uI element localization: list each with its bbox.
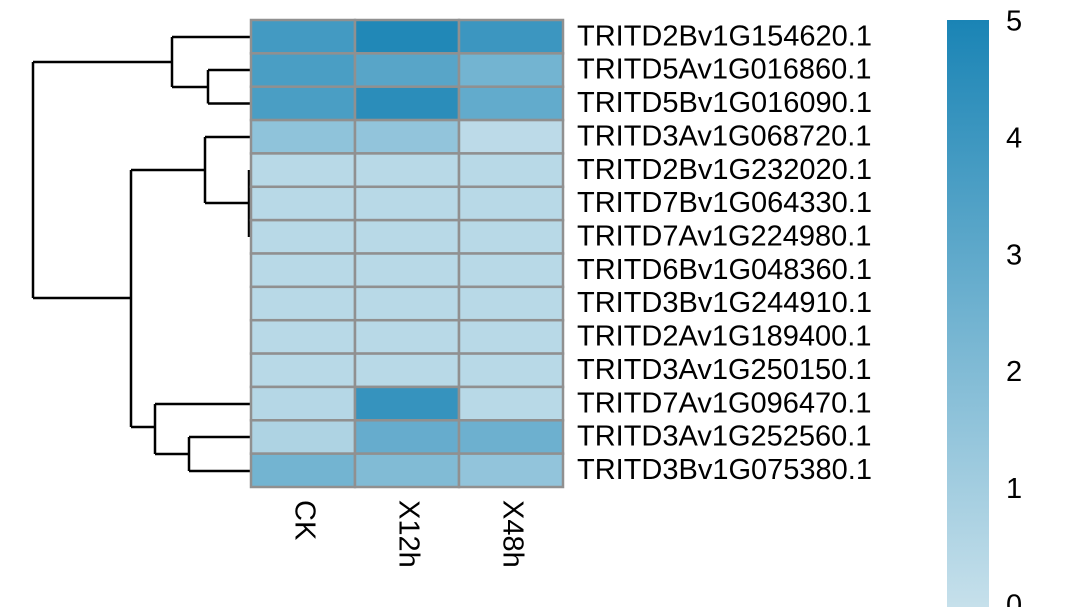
row-label: TRITD3Av1G252560.1 [577,421,871,453]
row-label: TRITD3Bv1G244910.1 [577,287,872,319]
heatmap-cell [249,318,357,355]
heatmap-cell [249,352,357,389]
colorbar-tick-label: 3 [1006,239,1022,271]
colorbar-tick-label: 5 [1006,6,1022,38]
row-label: TRITD2Av1G189400.1 [577,321,871,353]
column-label: X12h [392,500,424,568]
heatmap-cell [353,18,461,55]
colorbar [947,20,989,607]
row-label: TRITD3Av1G250150.1 [577,354,871,386]
heatmap-cell [249,185,357,222]
row-label: TRITD3Bv1G075380.1 [577,454,872,486]
heatmap-cell [353,118,461,155]
heatmap-cell [353,252,461,289]
heatmap-cell [249,452,357,489]
heatmap-cell [457,285,565,322]
heatmap-cell [457,352,565,389]
row-label: TRITD3Av1G068720.1 [577,120,871,152]
dendrogram [31,35,251,473]
heatmap-cell [353,385,461,422]
colorbar-tick-label: 2 [1006,356,1022,388]
heatmap-cell [457,18,565,55]
heatmap-cell [457,218,565,255]
row-label: TRITD6Bv1G048360.1 [577,254,872,286]
heatmap-cell [249,18,357,55]
heatmap-cell [353,85,461,122]
row-label: TRITD2Bv1G232020.1 [577,154,872,186]
heatmap-cell [457,152,565,189]
heatmap-cell [249,285,357,322]
heatmap-cell [249,52,357,88]
column-label: X48h [496,500,528,568]
heatmap-cell [249,218,357,255]
heatmap-cell [457,419,565,455]
row-label: TRITD2Bv1G154620.1 [577,20,872,52]
heatmap-cell [353,185,461,222]
heatmap-cell [249,419,357,455]
row-label: TRITD7Av1G096470.1 [577,387,871,419]
heatmap-cell [457,385,565,422]
heatmap-cell [457,85,565,122]
heatmap-cell [457,252,565,289]
heatmap-cell [353,352,461,389]
heatmap-cell [457,318,565,355]
heatmap-cell [353,152,461,189]
heatmap-cell [457,52,565,88]
heatmap-cell [457,452,565,489]
colorbar-tick-label: 4 [1006,122,1022,154]
heatmap-cell [457,118,565,155]
heatmap-cell [353,52,461,88]
heatmap-cell [249,252,357,289]
row-label: TRITD5Av1G016860.1 [577,54,871,86]
heatmap-cell [249,118,357,155]
heatmap-cell [353,285,461,322]
colorbar-tick-label: 1 [1006,473,1022,505]
heatmap-cell [353,452,461,489]
row-label: TRITD5Bv1G016090.1 [577,87,872,119]
heatmap-cell [457,185,565,222]
heatmap-cell [249,385,357,422]
row-label: TRITD7Av1G224980.1 [577,220,871,252]
heatmap-cell [249,85,357,122]
column-label: CK [288,500,320,541]
heatmap-cell [353,318,461,355]
heatmap-cell [353,419,461,455]
row-label: TRITD7Bv1G064330.1 [577,187,872,219]
heatmap-cell [353,218,461,255]
heatmap-cell [249,152,357,189]
colorbar-tick-label: 0 [1006,590,1022,607]
